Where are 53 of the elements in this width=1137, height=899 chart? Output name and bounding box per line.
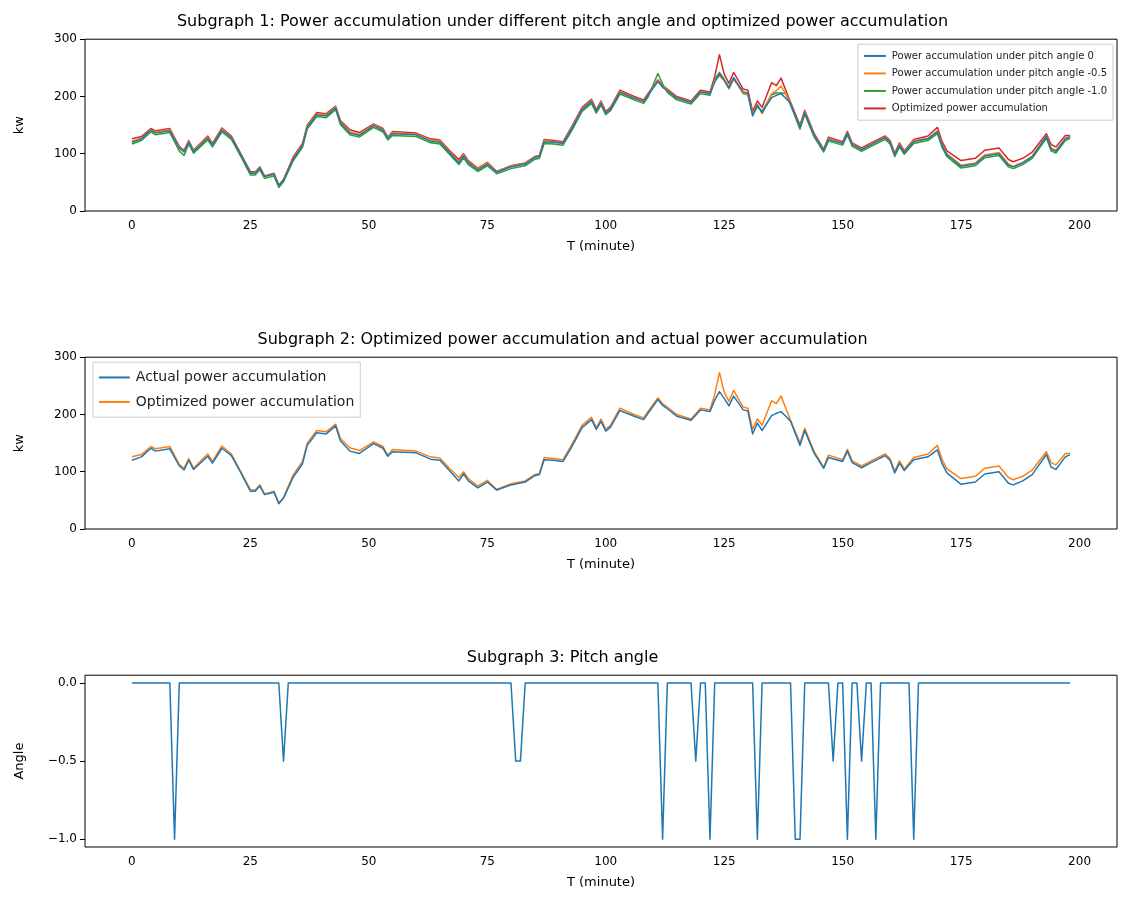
y-axis-title: kw xyxy=(11,433,27,453)
x-tick-label: 0 xyxy=(128,536,136,551)
y-tick-label: 200 xyxy=(54,406,77,421)
x-tick-label: 75 xyxy=(479,854,495,869)
x-tick-label: 100 xyxy=(594,218,618,233)
legend-label: Power accumulation under pitch angle -0.5 xyxy=(891,67,1107,79)
y-tick-label: 300 xyxy=(54,31,77,46)
x-tick-label: 125 xyxy=(712,218,736,233)
y-tick-label: 100 xyxy=(54,145,77,160)
legend-label: Actual power accumulation xyxy=(135,368,327,385)
legend-label: Power accumulation under pitch angle 0 xyxy=(891,49,1094,61)
chart-title: Subgraph 1: Power accumulation under different pitch angle and optimized power accumulation xyxy=(176,10,949,30)
x-tick-label: 175 xyxy=(949,218,973,233)
y-axis-title: Angle xyxy=(11,742,27,780)
x-tick-label: 100 xyxy=(594,854,618,869)
x-tick-label: 0 xyxy=(128,218,136,233)
legend-label: Power accumulation under pitch angle -1.0 xyxy=(891,84,1107,96)
y-tick-label: −1.0 xyxy=(47,831,77,846)
x-tick-label: 50 xyxy=(361,218,377,233)
x-tick-label: 100 xyxy=(594,536,618,551)
x-tick-label: 25 xyxy=(242,218,259,233)
x-tick-label: 125 xyxy=(712,536,736,551)
y-tick-label: 200 xyxy=(54,88,77,103)
y-tick-label: 100 xyxy=(54,463,77,478)
x-tick-label: 25 xyxy=(242,854,259,869)
y-tick-label: −0.5 xyxy=(47,753,77,768)
x-tick-label: 50 xyxy=(361,854,377,869)
x-tick-label: 200 xyxy=(1068,536,1092,551)
x-tick-label: 0 xyxy=(128,854,136,869)
y-tick-label: 0 xyxy=(69,203,77,218)
x-tick-label: 75 xyxy=(479,536,495,551)
x-axis-title: T (minute) xyxy=(565,555,636,571)
x-tick-label: 75 xyxy=(479,218,495,233)
y-tick-label: 300 xyxy=(54,349,77,364)
x-tick-label: 200 xyxy=(1068,218,1092,233)
x-axis-title: T (minute) xyxy=(565,237,636,253)
x-tick-label: 200 xyxy=(1068,854,1092,869)
y-tick-label: 0 xyxy=(69,521,77,536)
x-tick-label: 150 xyxy=(831,218,855,233)
x-tick-label: 50 xyxy=(361,536,377,551)
chart-title: Subgraph 2: Optimized power accumulation and actual power accumulation xyxy=(257,328,868,348)
x-tick-label: 150 xyxy=(831,854,855,869)
x-tick-label: 125 xyxy=(712,854,736,869)
x-tick-label: 175 xyxy=(949,854,973,869)
x-tick-label: 150 xyxy=(831,536,855,551)
y-axis-title: kw xyxy=(11,115,27,135)
y-tick-label: 0.0 xyxy=(57,675,77,690)
x-tick-label: 25 xyxy=(242,536,259,551)
legend-label: Optimized power accumulation xyxy=(135,392,355,409)
legend-label: Optimized power accumulation xyxy=(891,102,1048,114)
x-tick-label: 175 xyxy=(949,536,973,551)
chart-title: Subgraph 3: Pitch angle xyxy=(466,646,659,666)
x-axis-title: T (minute) xyxy=(565,873,636,889)
